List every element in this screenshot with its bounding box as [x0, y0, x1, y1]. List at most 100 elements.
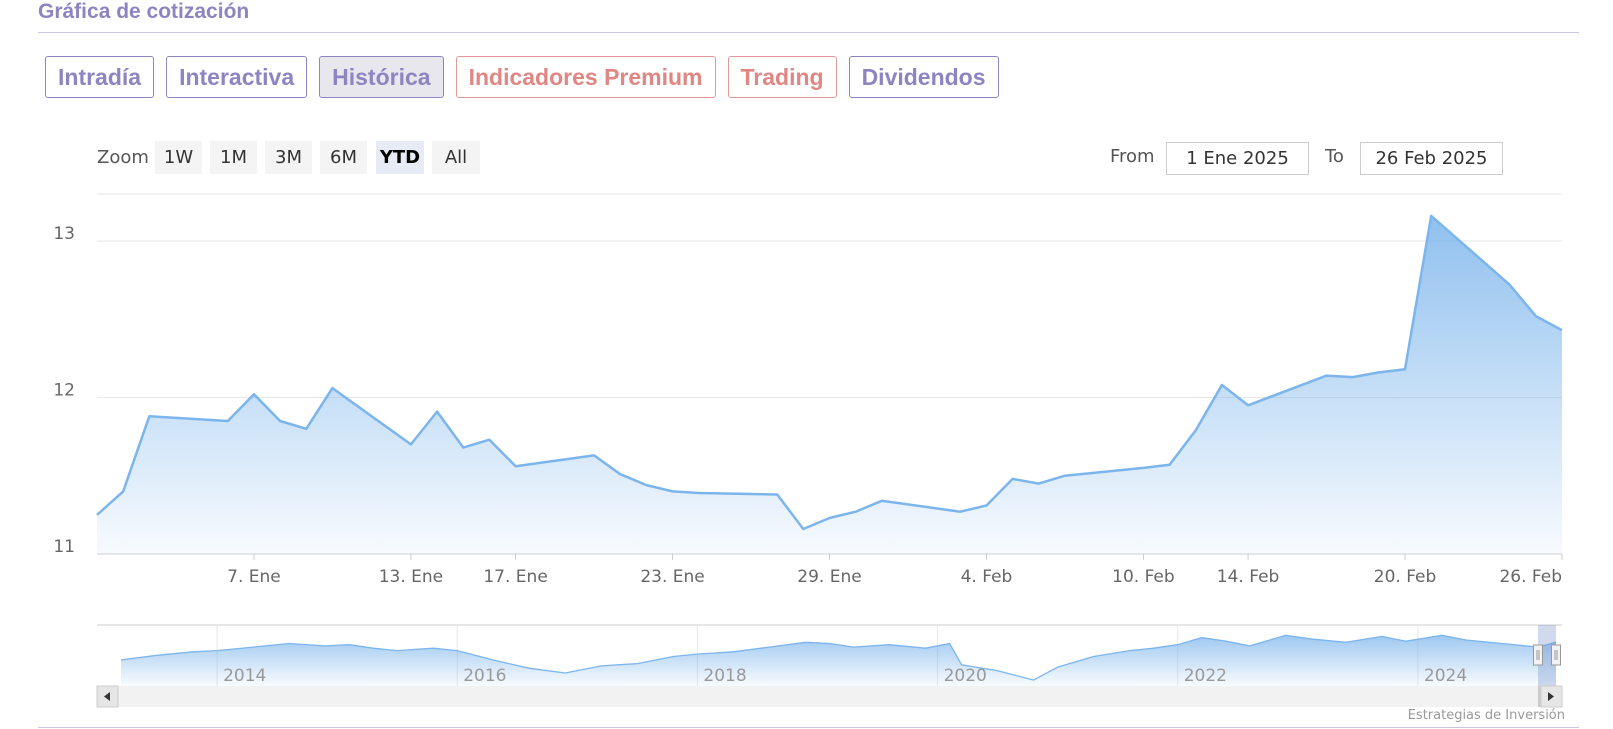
data-point: [1377, 370, 1381, 374]
data-point: [121, 489, 125, 493]
tab-intradia[interactable]: Intradía: [45, 56, 155, 98]
zoom-1m-button[interactable]: 1M: [210, 141, 257, 174]
x-tick-label: 4. Feb: [961, 567, 1013, 587]
x-tick-label: 26. Feb: [1499, 567, 1562, 587]
chart-tabs: Intradía Interactiva Histórica Indicador…: [45, 56, 999, 98]
data-point: [252, 392, 256, 396]
section-title: Gráfica de cotización: [38, 0, 250, 23]
data-point: [1429, 214, 1433, 218]
grid-lines: [97, 240, 1562, 398]
data-point: [487, 438, 491, 442]
tab-dividendos[interactable]: Dividendos: [848, 56, 999, 98]
zoom-all-button[interactable]: All: [432, 141, 480, 174]
navigator-year-label: 2016: [463, 666, 506, 686]
data-point: [828, 516, 832, 520]
tab-trading[interactable]: Trading: [727, 56, 837, 98]
data-point: [304, 427, 308, 431]
data-point: [226, 419, 230, 423]
data-point: [984, 503, 988, 507]
x-tick-label: 17. Ene: [483, 567, 547, 587]
navigator-line: [120, 634, 1557, 681]
scroll-left-arrow-icon: [104, 692, 110, 701]
chart-credit: Estrategias de Inversión: [1407, 708, 1565, 723]
tab-indicadores-premium[interactable]: Indicadores Premium: [455, 56, 716, 98]
navigator-year-labels: 2014 2016 2018 2020 2022 2024: [223, 666, 1467, 686]
data-point: [409, 442, 413, 446]
x-tick-label: 10. Feb: [1112, 567, 1175, 587]
title-divider: [38, 32, 1579, 33]
x-tick-label: 7. Ene: [227, 567, 281, 587]
range-to-label: To: [1325, 146, 1344, 167]
scrollbar-left-button[interactable]: [96, 685, 119, 708]
data-point: [278, 419, 282, 423]
navigator-year-label: 2020: [944, 666, 987, 686]
data-point: [1351, 375, 1355, 379]
navigator-year-label: 2024: [1424, 666, 1467, 686]
y-tick-label: 13: [53, 224, 75, 244]
data-point: [1063, 474, 1067, 478]
data-point: [435, 410, 439, 414]
data-point: [618, 472, 622, 476]
data-point: [1508, 283, 1512, 287]
navigator-year-label: 2022: [1184, 666, 1227, 686]
data-point: [1560, 328, 1564, 332]
y-axis-labels: 11 12 13: [53, 224, 75, 557]
data-point: [671, 489, 675, 493]
tab-historica[interactable]: Histórica: [319, 56, 444, 98]
data-point: [592, 453, 596, 457]
data-point: [1403, 367, 1407, 371]
data-point: [775, 493, 779, 497]
data-point: [644, 483, 648, 487]
zoom-1w-button[interactable]: 1W: [155, 141, 202, 174]
data-point: [1246, 403, 1250, 407]
zoom-6m-button[interactable]: 6M: [320, 141, 367, 174]
x-tick-label: 14. Feb: [1217, 567, 1280, 587]
scrollbar-right-button[interactable]: [1540, 685, 1563, 708]
y-tick-label: 12: [53, 380, 75, 400]
data-point: [147, 414, 151, 418]
data-point: [1141, 466, 1145, 470]
navigator[interactable]: 2014 2016 2018 2020 2022 2024: [97, 624, 1562, 686]
x-tick-label: 20. Feb: [1374, 567, 1437, 587]
data-point: [880, 499, 884, 503]
scrollbar[interactable]: [96, 685, 1563, 708]
range-from-input[interactable]: 1 Ene 2025: [1166, 142, 1309, 175]
data-point: [1325, 374, 1329, 378]
x-axis-labels: 7. Ene 13. Ene 17. Ene 23. Ene 29. Ene 4. Feb…: [227, 554, 1563, 587]
data-point: [697, 491, 701, 495]
data-point: [95, 513, 99, 517]
data-point: [801, 527, 805, 531]
data-point: [958, 510, 962, 514]
data-point: [1011, 477, 1015, 481]
data-point: [1168, 463, 1172, 467]
data-point: [514, 464, 518, 468]
price-line: [96, 214, 1563, 531]
data-point: [461, 446, 465, 450]
zoom-ytd-button[interactable]: YTD: [376, 141, 424, 174]
scrollbar-track[interactable]: [97, 686, 1562, 707]
navigator-selection[interactable]: [1537, 625, 1556, 686]
x-tick-label: 29. Ene: [797, 567, 861, 587]
navigator-right-handle[interactable]: [1550, 644, 1561, 666]
navigator-left-handle[interactable]: [1532, 644, 1543, 666]
navigator-year-label: 2018: [703, 666, 746, 686]
data-point: [330, 386, 334, 390]
zoom-label: Zoom: [97, 147, 149, 168]
data-point: [854, 510, 858, 514]
navigator-area: [121, 635, 1556, 686]
x-tick-label: 13. Ene: [379, 567, 443, 587]
zoom-3m-button[interactable]: 3M: [265, 141, 312, 174]
tab-interactiva[interactable]: Interactiva: [166, 56, 308, 98]
range-to-input[interactable]: 26 Feb 2025: [1360, 142, 1503, 175]
data-point: [1220, 383, 1224, 387]
price-area: [97, 215, 1562, 554]
x-tick-label: 23. Ene: [640, 567, 704, 587]
y-tick-label: 11: [53, 537, 75, 557]
data-point: [1037, 482, 1041, 486]
bottom-divider: [38, 727, 1579, 728]
range-from-label: From: [1110, 146, 1155, 167]
data-point: [1534, 314, 1538, 318]
data-point: [1194, 428, 1198, 432]
scroll-right-arrow-icon: [1548, 692, 1554, 701]
